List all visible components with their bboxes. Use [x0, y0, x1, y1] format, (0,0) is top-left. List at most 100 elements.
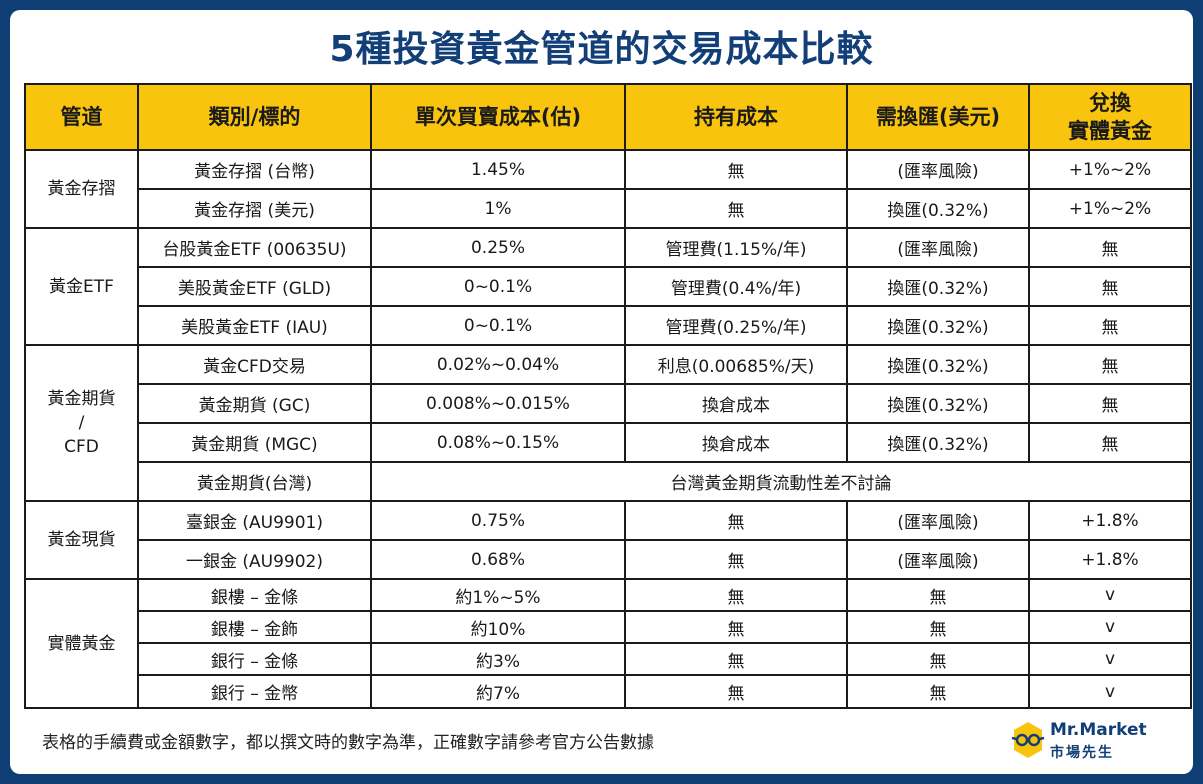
row-physical: 無: [1028, 266, 1192, 307]
mr-market-glasses-icon: [1011, 722, 1045, 758]
row-item: 黃金期貨 (GC): [137, 383, 372, 424]
row-holding-cost: 無: [624, 578, 848, 612]
row-item: 黃金期貨(台灣): [137, 461, 372, 502]
row-trade-cost: 約1%~5%: [370, 578, 626, 612]
row-fx: (匯率風險): [846, 149, 1030, 190]
group-gold-etf: 黃金ETF: [24, 227, 139, 346]
row-trade-cost: 0.75%: [370, 500, 626, 541]
row-physical: +1.8%: [1028, 539, 1192, 580]
row-trade-cost: 約7%: [370, 674, 626, 709]
row-fx: (匯率風險): [846, 227, 1030, 268]
group-gold-futures-cfd: 黃金期貨 / CFD: [24, 344, 139, 502]
row-physical: 無: [1028, 344, 1192, 385]
header-holding-cost: 持有成本: [624, 83, 848, 151]
row-trade-cost: 0~0.1%: [370, 266, 626, 307]
header-physical-line2: 實體黃金: [1068, 119, 1152, 143]
row-holding-cost: 管理費(0.25%/年): [624, 305, 848, 346]
row-item: 美股黃金ETF (GLD): [137, 266, 372, 307]
row-fx: 換匯(0.32%): [846, 266, 1030, 307]
row-fx: (匯率風險): [846, 500, 1030, 541]
row-trade-cost: 0~0.1%: [370, 305, 626, 346]
row-trade-cost: 約10%: [370, 610, 626, 644]
table-row: 黃金期貨 (GC) 0.008%~0.015% 換倉成本 換匯(0.32%) 無: [25, 383, 1192, 424]
table-row: 黃金期貨 (MGC) 0.08%~0.15% 換倉成本 換匯(0.32%) 無: [25, 422, 1192, 463]
row-physical: 無: [1028, 305, 1192, 346]
row-fx: 換匯(0.32%): [846, 383, 1030, 424]
row-holding-cost: 無: [624, 500, 848, 541]
row-physical: +1.8%: [1028, 500, 1192, 541]
logo-sub-text: 市場先生: [1050, 745, 1114, 761]
row-physical: v: [1028, 674, 1192, 709]
group-physical-gold: 實體黃金: [24, 578, 139, 709]
row-trade-cost: 1.45%: [370, 149, 626, 190]
header-fx: 需換匯(美元): [846, 83, 1030, 151]
table-row: 銀行 – 金幣 約7% 無 無 v: [25, 674, 1192, 709]
row-item: 黃金期貨 (MGC): [137, 422, 372, 463]
row-item: 美股黃金ETF (IAU): [137, 305, 372, 346]
row-physical: 無: [1028, 227, 1192, 268]
header-category: 類別/標的: [137, 83, 372, 151]
row-physical: +1%~2%: [1028, 188, 1192, 229]
row-holding-cost: 管理費(0.4%/年): [624, 266, 848, 307]
row-physical: +1%~2%: [1028, 149, 1192, 190]
table-row: 黃金期貨 / CFD 黃金CFD交易 0.02%~0.04% 利息(0.0068…: [24, 344, 1192, 502]
group-futures-line3: CFD: [64, 437, 99, 457]
header-physical-line1: 兌換: [1089, 91, 1131, 115]
row-holding-cost: 無: [624, 674, 848, 709]
row-fx: 換匯(0.32%): [846, 305, 1030, 346]
page-title: 5種投資黃金管道的交易成本比較: [329, 29, 874, 70]
row-fx: 無: [846, 674, 1030, 709]
row-physical: v: [1028, 642, 1192, 676]
group-futures-line1: 黃金期貨: [47, 389, 116, 409]
row-trade-cost: 0.02%~0.04%: [370, 344, 626, 385]
row-holding-cost: 換倉成本: [624, 383, 848, 424]
row-fx: 無: [846, 610, 1030, 644]
row-holding-cost: 無: [624, 642, 848, 676]
row-trade-cost: 0.008%~0.015%: [370, 383, 626, 424]
row-holding-cost: 無: [624, 610, 848, 644]
group-gold-spot: 黃金現貨: [24, 500, 139, 580]
row-item: 銀樓 – 金條: [137, 578, 372, 612]
row-fx: 無: [846, 578, 1030, 612]
table-row: 銀樓 – 金飾 約10% 無 無 v: [25, 610, 1192, 644]
header-trade-cost: 單次買賣成本(估): [370, 83, 626, 151]
group-gold-passbook: 黃金存摺: [24, 149, 139, 229]
row-trade-cost: 0.08%~0.15%: [370, 422, 626, 463]
row-trade-cost: 約3%: [370, 642, 626, 676]
row-fx: (匯率風險): [846, 539, 1030, 580]
cost-comparison-table: 管道 類別/標的 單次買賣成本(估) 持有成本 需換匯(美元) 兌換 實體黃金 …: [24, 83, 1192, 709]
mr-market-logo: Mr.Market 市場先生: [1010, 718, 1170, 764]
row-fx: 換匯(0.32%): [846, 188, 1030, 229]
row-holding-cost: 換倉成本: [624, 422, 848, 463]
group-futures-line2: /: [78, 413, 85, 433]
row-item: 黃金存摺 (台幣): [137, 149, 372, 190]
table-row: 實體黃金 銀樓 – 金條 約1%~5% 無 無 v: [24, 578, 1192, 709]
row-fx: 無: [846, 642, 1030, 676]
row-item: 黃金CFD交易: [137, 344, 372, 385]
table-row: 黃金ETF 台股黃金ETF (00635U) 0.25% 管理費(1.15%/年…: [24, 227, 1192, 346]
row-item: 銀行 – 金幣: [137, 674, 372, 709]
table-row: 銀行 – 金條 約3% 無 無 v: [25, 642, 1192, 676]
row-fx: 換匯(0.32%): [846, 344, 1030, 385]
row-trade-cost: 1%: [370, 188, 626, 229]
header-row: 管道 類別/標的 單次買賣成本(估) 持有成本 需換匯(美元) 兌換 實體黃金: [24, 83, 1192, 151]
row-item: 銀行 – 金條: [137, 642, 372, 676]
row-holding-cost: 無: [624, 149, 848, 190]
row-holding-cost: 利息(0.00685%/天): [624, 344, 848, 385]
table-row: 一銀金 (AU9902) 0.68% 無 (匯率風險) +1.8%: [25, 539, 1192, 580]
row-physical: v: [1028, 578, 1192, 612]
row-physical: v: [1028, 610, 1192, 644]
table-row: 黃金存摺 (美元) 1% 無 換匯(0.32%) +1%~2%: [25, 188, 1192, 229]
table-row: 黃金現貨 臺銀金 (AU9901) 0.75% 無 (匯率風險) +1.8%: [24, 500, 1192, 580]
logo-main-text: Mr.Market: [1050, 720, 1147, 740]
table-row: 黃金存摺 黃金存摺 (台幣) 1.45% 無 (匯率風險) +1%~2%: [24, 149, 1192, 229]
row-holding-cost: 管理費(1.15%/年): [624, 227, 848, 268]
row-item: 一銀金 (AU9902): [137, 539, 372, 580]
row-trade-cost: 0.25%: [370, 227, 626, 268]
table-row: 美股黃金ETF (GLD) 0~0.1% 管理費(0.4%/年) 換匯(0.32…: [25, 266, 1192, 307]
row-trade-cost: 0.68%: [370, 539, 626, 580]
row-merged-note: 台灣黃金期貨流動性差不討論: [370, 461, 1192, 502]
table-row: 美股黃金ETF (IAU) 0~0.1% 管理費(0.25%/年) 換匯(0.3…: [25, 305, 1192, 346]
table-row: 黃金期貨(台灣) 台灣黃金期貨流動性差不討論: [25, 461, 1192, 502]
row-physical: 無: [1028, 422, 1192, 463]
